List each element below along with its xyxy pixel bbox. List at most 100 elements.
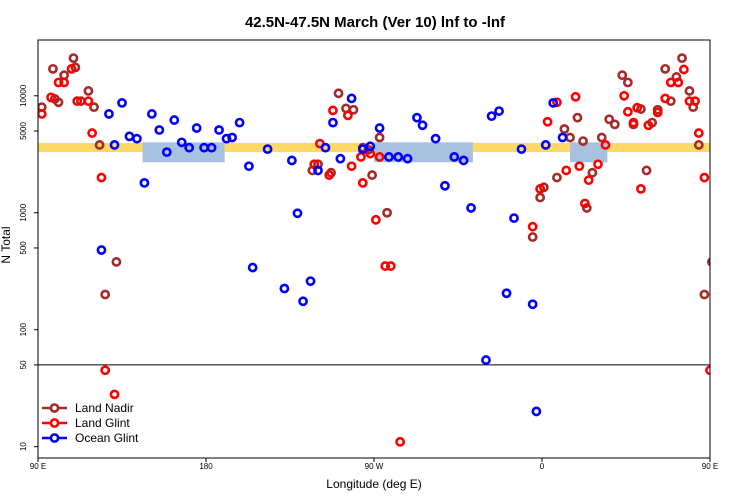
- land-glint-point: [632, 102, 643, 113]
- ocean-glint-point: [109, 140, 120, 150]
- land-glint-point: [660, 93, 671, 104]
- y-tick-label: 100: [19, 322, 28, 336]
- band-segment: [607, 142, 710, 153]
- chart-title: 42.5N-47.5N March (Ver 10) lnf to -lnf: [245, 14, 506, 31]
- land-glint-point: [600, 140, 611, 150]
- x-tick-label: 90 E: [702, 462, 718, 471]
- ocean-glint-point: [279, 283, 290, 294]
- legend-marker: [49, 418, 60, 428]
- ocean-glint-point: [335, 153, 346, 164]
- land-glint-point: [636, 183, 646, 194]
- ocean-glint-point: [509, 213, 519, 224]
- ocean-glint-point: [494, 106, 504, 116]
- land-glint-point: [665, 77, 676, 88]
- legend-label: Ocean Glint: [75, 431, 139, 445]
- ocean-glint-point: [227, 132, 238, 143]
- ocean-glint-point: [234, 117, 245, 128]
- land-nadir-point: [699, 289, 710, 300]
- ocean-glint-point: [527, 299, 538, 310]
- land-glint-point: [678, 64, 689, 75]
- band-segment: [374, 142, 473, 163]
- land-nadir-point: [552, 172, 562, 183]
- ocean-glint-point: [262, 144, 273, 155]
- ocean-glint-point: [346, 93, 357, 104]
- ocean-glint-point: [184, 142, 195, 153]
- ocean-glint-point: [221, 133, 232, 144]
- land-nadir-point: [660, 63, 671, 74]
- land-nadir-point: [374, 132, 385, 143]
- band-segment: [224, 142, 374, 153]
- land-glint-point: [583, 175, 594, 186]
- land-nadir-point: [559, 124, 570, 134]
- land-glint-point: [593, 159, 603, 170]
- ocean-glint-point: [548, 97, 559, 108]
- ocean-glint-point: [531, 406, 542, 417]
- band-segment: [472, 142, 570, 153]
- y-tick-label: 1000: [19, 203, 28, 221]
- ocean-glint-point: [247, 262, 258, 273]
- ocean-glint-point: [206, 142, 217, 153]
- band-segment: [38, 142, 143, 153]
- land-glint-point: [561, 165, 572, 176]
- x-tick-label: 180: [199, 462, 213, 471]
- ocean-glint-point: [298, 296, 308, 307]
- ocean-glint-point: [313, 165, 323, 176]
- ocean-glint-point: [139, 178, 150, 188]
- ocean-glint-point: [374, 123, 385, 133]
- legend-marker: [49, 403, 60, 413]
- land-nadir-point: [382, 207, 392, 218]
- land-glint-point: [699, 172, 710, 183]
- x-axis-ticks: 90 E 180 90 W 0 90 E: [30, 458, 718, 471]
- ocean-glint-point: [402, 153, 413, 164]
- ocean-glint-point: [320, 142, 331, 153]
- land-glint-point: [542, 116, 553, 127]
- ocean-glint-point: [191, 123, 202, 133]
- land-glint-point: [619, 90, 630, 101]
- land-glint-point: [527, 221, 538, 232]
- ocean-glint-point: [146, 109, 157, 119]
- band-layer: [38, 142, 710, 163]
- land-nadir-point: [572, 112, 583, 123]
- ocean-glint-point: [117, 97, 127, 108]
- land-nadir-point: [100, 289, 111, 300]
- ocean-glint-point: [557, 132, 568, 143]
- legend-marker: [49, 433, 60, 443]
- land-glint-point: [38, 109, 47, 119]
- land-glint-point: [643, 120, 654, 131]
- land-glint-point: [580, 198, 590, 209]
- ocean-glint-point: [244, 161, 254, 172]
- ocean-glint-point: [540, 140, 551, 150]
- land-nadir-point: [677, 53, 687, 64]
- land-nadir-point: [617, 70, 628, 81]
- land-glint-point: [684, 96, 695, 107]
- ocean-glint-point: [132, 133, 142, 144]
- ocean-glint-point: [516, 144, 527, 155]
- land-nadir-point: [684, 86, 695, 96]
- x-tick-label: 90 W: [365, 462, 384, 471]
- x-tick-label: 0: [540, 462, 545, 471]
- land-nadir-point: [83, 86, 94, 96]
- land-glint-point: [72, 96, 83, 107]
- band-segment: [142, 142, 225, 163]
- land-nadir-point: [535, 192, 546, 203]
- ocean-glint-point: [305, 276, 316, 287]
- land-glint-point: [83, 96, 94, 107]
- ocean-glint-point: [486, 111, 497, 122]
- land-glint-point: [673, 77, 684, 88]
- land-nadir-point: [333, 88, 344, 99]
- land-glint-point: [380, 261, 391, 271]
- land-glint-point: [574, 161, 585, 172]
- land-glint-point: [46, 92, 56, 103]
- ocean-glint-point: [104, 109, 114, 119]
- land-nadir-point: [94, 140, 105, 150]
- land-nadir-point: [578, 136, 588, 146]
- ocean-glint-point: [286, 155, 297, 166]
- ocean-glint-point: [169, 115, 180, 125]
- land-nadir-point: [111, 257, 122, 267]
- land-nadir-point: [706, 257, 710, 267]
- land-nadir-point: [348, 104, 359, 115]
- ocean-glint-point: [501, 288, 512, 299]
- land-nadir-point: [48, 63, 58, 74]
- legend-label: Land Glint: [75, 416, 130, 430]
